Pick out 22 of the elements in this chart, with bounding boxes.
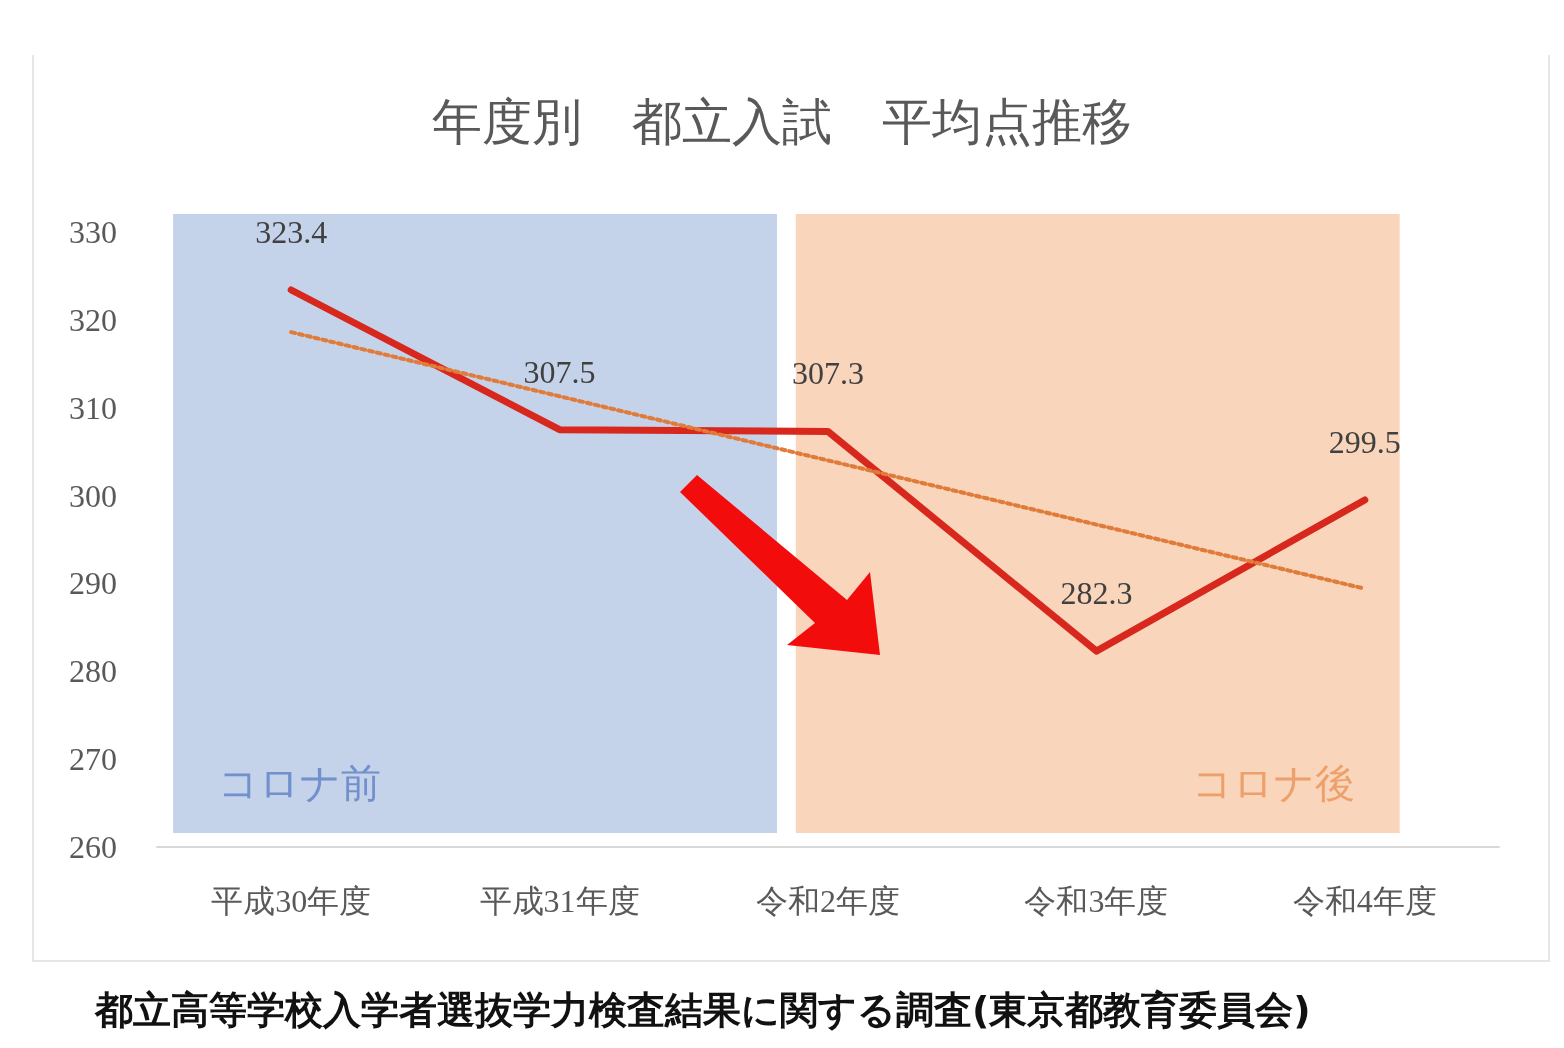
data-label: 307.3 [792, 355, 864, 392]
data-label: 282.3 [1060, 575, 1133, 612]
x-tick-label: 令和2年度 [756, 883, 900, 919]
x-tick-label: 令和4年度 [1292, 883, 1437, 919]
y-tick-label: 290 [69, 565, 117, 602]
y-tick-label: 280 [69, 653, 117, 690]
y-tick-label: 300 [69, 477, 117, 514]
data-label: 307.5 [523, 353, 596, 390]
band-label: コロナ後 [1191, 760, 1355, 806]
x-tick-label: 平成31年度 [479, 883, 640, 919]
band-label: コロナ前 [218, 760, 382, 806]
chart-title: 年度別 都立入試 平均点推移 [432, 93, 1132, 151]
data-label: 299.5 [1328, 423, 1401, 460]
y-tick-label: 310 [69, 389, 117, 426]
text: 都立高等学校入学者選抜学力検査結果に関する調査(東京都教育委員会) [95, 987, 1311, 1034]
y-tick-label: 270 [69, 741, 117, 778]
x-tick-label: 平成30年度 [211, 883, 372, 919]
y-tick-label: 330 [69, 214, 117, 250]
y-tick-label: 320 [69, 301, 117, 338]
data-label: 323.4 [255, 213, 328, 250]
y-tick-label: 260 [69, 829, 117, 865]
x-tick-label: 令和3年度 [1024, 883, 1169, 919]
